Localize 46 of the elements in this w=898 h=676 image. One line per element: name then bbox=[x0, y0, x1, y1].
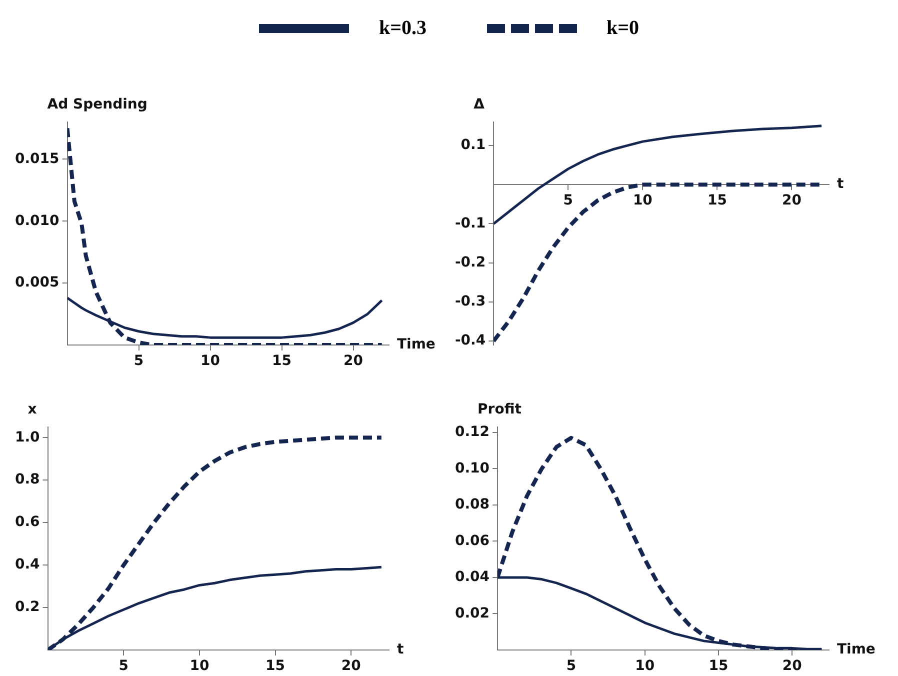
x-tick-label: 10 bbox=[632, 192, 653, 209]
y-tick-label: 0.02 bbox=[454, 605, 490, 622]
y-tick-label: 0.06 bbox=[454, 532, 490, 549]
x-tick-label: 20 bbox=[782, 192, 802, 209]
y-tick-label: 0.12 bbox=[454, 424, 490, 440]
x-tick-label: 5 bbox=[566, 658, 576, 674]
x-tick-label: 5 bbox=[118, 658, 128, 674]
x-tick-label: 10 bbox=[200, 353, 220, 370]
y-tick-label: 0.8 bbox=[14, 472, 40, 488]
x-tick-label: 20 bbox=[782, 658, 802, 674]
y-tick-label: -0.2 bbox=[454, 254, 486, 270]
y-axis-title: Ad Spending bbox=[47, 96, 148, 113]
y-axis-title: x bbox=[28, 402, 37, 418]
y-tick-label: -0.1 bbox=[454, 215, 486, 232]
y-tick-label: 0.04 bbox=[454, 569, 490, 586]
x-tick-label: 15 bbox=[266, 658, 286, 674]
y-tick-label: 0.2 bbox=[14, 599, 40, 616]
y-axis-title: Profit bbox=[478, 402, 522, 418]
y-tick-label: 0.6 bbox=[14, 514, 40, 530]
x-tick-label: 15 bbox=[708, 658, 728, 674]
y-tick-label: 0.4 bbox=[14, 556, 40, 573]
y-tick-label: 0.10 bbox=[454, 460, 490, 476]
x-tick-label: 10 bbox=[635, 658, 655, 674]
x-axis-title: t bbox=[837, 176, 844, 192]
x-tick-label: 20 bbox=[341, 658, 362, 674]
x-tick-label: 5 bbox=[134, 353, 144, 370]
y-tick-label: 1.0 bbox=[14, 429, 40, 446]
x-axis-title: t bbox=[397, 642, 404, 658]
y-tick-label: 0.08 bbox=[454, 496, 490, 513]
x-tick-label: 15 bbox=[272, 353, 292, 370]
x-tick-label: 5 bbox=[563, 192, 574, 209]
x-axis-title: Time bbox=[397, 336, 436, 353]
x-tick-label: 20 bbox=[344, 353, 364, 370]
y-tick-label: 0.010 bbox=[14, 212, 60, 229]
legend-label: k=0 bbox=[606, 16, 640, 40]
y-tick-label: 0.1 bbox=[460, 137, 486, 154]
x-tick-label: 15 bbox=[707, 192, 727, 209]
x-tick-label: 10 bbox=[190, 658, 210, 674]
line-series bbox=[67, 126, 384, 345]
x-axis-title: Time bbox=[837, 642, 876, 658]
y-tick-label: -0.4 bbox=[454, 332, 486, 349]
y-tick-label: -0.3 bbox=[454, 294, 486, 310]
y-axis-title: Δ bbox=[474, 96, 485, 113]
legend-label: k=0.3 bbox=[378, 16, 426, 40]
y-tick-label: 0.015 bbox=[14, 150, 60, 167]
y-tick-label: 0.005 bbox=[14, 274, 60, 291]
